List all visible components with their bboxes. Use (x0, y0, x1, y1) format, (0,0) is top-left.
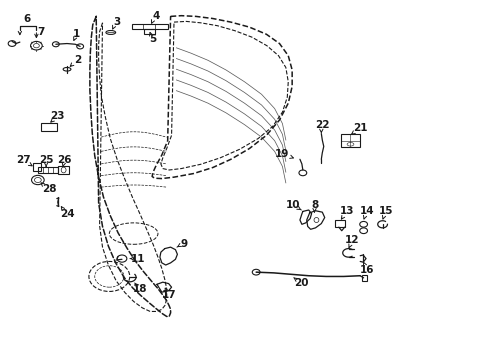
Bar (41, 123, 57, 131)
Text: 27: 27 (17, 155, 31, 165)
Text: 3: 3 (113, 17, 121, 27)
Text: 13: 13 (339, 206, 353, 216)
Text: 22: 22 (314, 120, 329, 130)
Text: 10: 10 (285, 200, 300, 210)
Text: 26: 26 (57, 155, 72, 165)
Text: 2: 2 (75, 55, 81, 65)
Text: 18: 18 (133, 284, 147, 294)
Text: 15: 15 (379, 206, 393, 216)
Text: 23: 23 (50, 111, 65, 121)
Text: 8: 8 (310, 200, 318, 210)
Bar (32, 163, 41, 171)
Bar (334, 220, 344, 227)
Text: 25: 25 (39, 155, 53, 165)
Text: 1: 1 (73, 28, 80, 39)
Text: 14: 14 (359, 206, 374, 216)
Text: 17: 17 (162, 290, 176, 300)
Text: 5: 5 (149, 34, 156, 44)
Bar (38, 167, 58, 173)
Text: 21: 21 (352, 123, 366, 133)
Bar (340, 134, 360, 147)
Text: 19: 19 (275, 149, 289, 159)
Text: 6: 6 (23, 14, 30, 23)
Text: 12: 12 (345, 235, 359, 245)
Text: 16: 16 (359, 265, 373, 275)
Text: 28: 28 (41, 184, 56, 194)
Bar (144, 28, 155, 33)
Text: 4: 4 (152, 12, 160, 21)
Text: 20: 20 (293, 278, 307, 288)
Bar (131, 24, 168, 28)
Text: 9: 9 (180, 239, 187, 249)
Bar (58, 166, 69, 174)
Text: 11: 11 (131, 253, 145, 264)
Bar (362, 275, 366, 281)
Text: 7: 7 (38, 27, 45, 37)
Text: 24: 24 (60, 208, 75, 219)
